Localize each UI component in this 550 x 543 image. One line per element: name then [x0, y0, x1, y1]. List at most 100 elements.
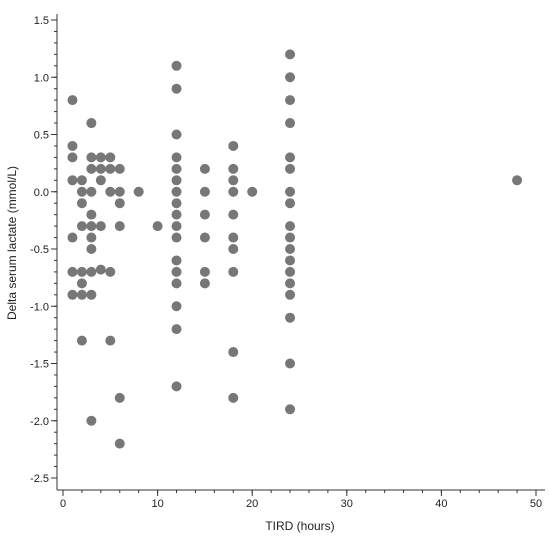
data-point — [105, 335, 116, 346]
data-point — [171, 186, 182, 197]
data-point — [171, 266, 182, 277]
data-point — [86, 232, 97, 243]
data-point — [67, 232, 78, 243]
data-point — [171, 232, 182, 243]
data-point — [171, 255, 182, 266]
data-point — [171, 129, 182, 140]
data-point — [199, 278, 210, 289]
data-point — [285, 244, 296, 254]
data-point — [228, 244, 239, 254]
data-point — [67, 152, 78, 163]
data-point — [228, 209, 239, 220]
data-point — [105, 186, 116, 197]
data-point — [228, 140, 239, 151]
data-point — [152, 221, 163, 232]
data-point — [67, 140, 78, 151]
data-point — [285, 152, 296, 163]
x-tick-label: 40 — [435, 498, 447, 510]
data-point — [95, 163, 106, 174]
data-point — [114, 163, 125, 174]
data-point — [285, 198, 296, 209]
data-point — [228, 347, 239, 358]
data-point — [171, 381, 182, 392]
data-point — [228, 163, 239, 174]
data-point — [86, 186, 97, 197]
y-tick-label: -2.0 — [30, 416, 49, 428]
data-point — [105, 152, 116, 163]
y-tick-label: -2.5 — [30, 473, 49, 485]
y-axis-title: Delta serum lactate (mmol/L) — [5, 166, 19, 320]
data-point — [171, 324, 182, 335]
data-point — [76, 278, 87, 289]
data-point — [285, 49, 296, 60]
data-point — [67, 175, 78, 186]
data-point — [105, 266, 116, 277]
data-point — [86, 289, 97, 300]
data-point — [171, 175, 182, 186]
data-point — [171, 278, 182, 289]
x-tick-label: 20 — [246, 498, 258, 510]
data-point — [86, 163, 97, 174]
y-tick-label: 0.0 — [34, 187, 49, 199]
data-point — [285, 186, 296, 197]
data-point — [285, 232, 296, 243]
data-point — [171, 163, 182, 174]
data-point — [199, 209, 210, 220]
data-point — [171, 198, 182, 209]
data-point — [285, 312, 296, 323]
data-point — [171, 221, 182, 232]
data-point — [228, 232, 239, 243]
data-point — [285, 266, 296, 277]
data-point — [76, 186, 87, 197]
x-tick-label: 50 — [530, 498, 542, 510]
y-tick-label: -1.0 — [30, 301, 49, 313]
data-point — [86, 221, 97, 232]
data-point — [285, 95, 296, 106]
data-point — [285, 358, 296, 369]
data-point — [67, 266, 78, 277]
data-point — [76, 335, 87, 346]
data-point — [114, 221, 125, 232]
data-point — [285, 221, 296, 232]
data-point — [86, 244, 97, 254]
data-point — [171, 60, 182, 71]
data-point — [114, 186, 125, 197]
data-point — [95, 175, 106, 186]
data-point — [199, 163, 210, 174]
data-point — [171, 152, 182, 163]
data-point — [114, 438, 125, 449]
data-point — [86, 415, 97, 426]
data-point — [67, 95, 78, 106]
y-tick-label: 0.5 — [34, 130, 49, 142]
data-point — [285, 289, 296, 300]
data-point — [285, 404, 296, 415]
data-point — [285, 255, 296, 266]
data-point — [512, 175, 523, 186]
data-point — [86, 152, 97, 163]
data-point — [105, 163, 116, 174]
data-point — [86, 118, 97, 129]
data-point — [171, 301, 182, 312]
axes-layer — [56, 14, 545, 491]
y-tick-label: 1.0 — [34, 72, 49, 84]
data-point — [285, 118, 296, 129]
data-point — [86, 266, 97, 277]
data-point — [247, 186, 258, 197]
y-tick-label: 1.5 — [34, 15, 49, 27]
data-point — [199, 266, 210, 277]
data-point — [95, 152, 106, 163]
data-point — [76, 175, 87, 186]
x-tick-label: 30 — [341, 498, 353, 510]
data-point — [76, 198, 87, 209]
y-tick-label: -1.5 — [30, 359, 49, 371]
x-axis-title: TIRD (hours) — [265, 519, 334, 533]
data-point — [171, 209, 182, 220]
data-point — [199, 186, 210, 197]
data-point — [285, 72, 296, 83]
data-point — [86, 209, 97, 220]
data-point — [228, 186, 239, 197]
data-point — [133, 186, 144, 197]
data-point — [228, 266, 239, 277]
